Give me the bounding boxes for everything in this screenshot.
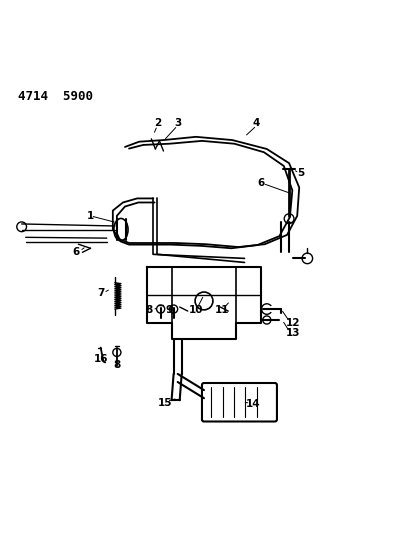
Text: 3: 3: [174, 118, 181, 127]
Text: 14: 14: [245, 399, 260, 409]
Text: 8: 8: [113, 360, 120, 369]
Text: 12: 12: [286, 318, 300, 328]
Text: 5: 5: [297, 168, 305, 179]
Text: 6: 6: [73, 247, 80, 257]
Text: 9: 9: [166, 305, 173, 315]
Text: 10: 10: [188, 305, 203, 315]
Text: 2: 2: [154, 118, 161, 127]
Text: 13: 13: [286, 328, 300, 338]
Text: 11: 11: [215, 305, 229, 315]
Text: 4714  5900: 4714 5900: [18, 90, 93, 103]
Text: 16: 16: [93, 354, 108, 364]
Circle shape: [269, 306, 275, 312]
Text: 1: 1: [87, 211, 94, 221]
FancyBboxPatch shape: [202, 383, 277, 422]
Text: 6: 6: [257, 179, 264, 189]
Text: 8: 8: [146, 305, 153, 315]
Text: 7: 7: [97, 288, 104, 298]
Text: 4: 4: [253, 118, 260, 127]
Text: 15: 15: [158, 399, 173, 408]
